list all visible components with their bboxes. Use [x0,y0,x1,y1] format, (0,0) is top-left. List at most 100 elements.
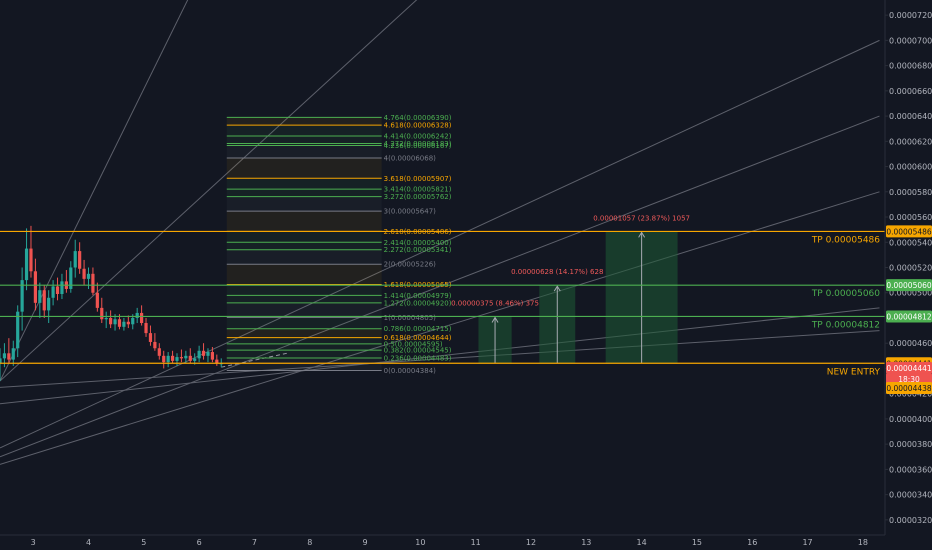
fib-band [226,284,382,296]
fib-level-label: 1.272(0.00004920) [384,299,452,307]
position-boxes[interactable]: 0.00000375 (8.46%) 375 0.00000628 (14.17%… [451,214,690,364]
fib-level-label: 1.414(0.00004979) [384,292,452,300]
fib-level-label: 0.618(0.00004644) [384,334,452,342]
fib-level-label: 4(0.00006068) [384,154,436,162]
fib-band [226,136,382,144]
fib-band [226,357,382,371]
horizontal-levels[interactable]: TP 0.00005486 TP 0.00005060 TP 0.00004812 N… [0,230,885,377]
candle-body [0,358,2,364]
arrow-head [491,316,499,323]
fib-level-label: 3.414(0.00005821) [384,186,452,194]
time-tick-label: 3 [31,538,36,547]
fib-level-label: 4.272(0.00006183) [384,140,452,148]
price-tick-label: 0.00007200 [889,11,932,20]
fib-band [226,157,382,179]
horizontal-level-label: TP 0.00005486 [811,235,880,245]
measure-label: 0.00000628 (14.17%) 628 [511,268,603,276]
fib-band [226,302,382,318]
candle-body [197,350,201,359]
fib-band [226,337,382,344]
price-tag [886,310,932,323]
candle-body [51,286,55,298]
candle-body [175,357,179,361]
time-axis[interactable]: 3 4 5 6 7 8 9 10 11 12 13 14 15 16 17 18 [0,534,885,547]
price-tag-label: 18:30 [898,375,920,384]
fib-band [226,242,382,250]
fib-level-label: 3.618(0.00005907) [384,175,452,183]
candle-body [16,311,20,349]
fib-level-label: 4.764(0.00006390) [384,114,452,122]
price-tag [886,279,932,292]
time-tick-label: 5 [141,538,146,547]
price-tags: 0.00005486 0.00005060 0.00004812 0.00004441… [886,225,932,395]
time-tick-label: 12 [526,538,536,547]
fib-level-label: 4.236(0.00006167) [384,142,452,150]
fib-level-label: 3(0.00005647) [384,208,436,216]
time-tick-label: 13 [581,538,591,547]
candle-body [95,292,99,308]
time-tick-label: 18 [858,538,868,547]
fib-band [226,117,382,126]
price-tag-label: 0.00005060 [886,281,932,290]
fib-band [226,189,382,197]
candle-body [82,268,86,279]
candle-body [215,359,219,364]
candle-body [179,357,184,359]
time-tick-label: 9 [363,538,368,547]
candle-body [201,350,206,356]
candle-body [47,297,51,311]
fib-level-label: 4.414(0.00006242) [384,133,452,141]
fib-band [226,231,382,243]
candle-body [11,348,15,360]
fib-level-label: 1(0.00004805) [384,314,436,322]
price-tag [886,225,932,238]
price-tag-label: 0.00005486 [886,227,932,236]
trend-line [0,39,880,449]
fib-band [226,125,382,137]
candle-body [2,353,7,359]
candle-body [135,312,139,318]
candle-body [122,321,126,327]
fib-band [226,145,382,158]
candle-body [140,312,144,324]
horizontal-level-label: TP 0.00004812 [811,320,880,330]
trend-line [0,0,418,382]
candles [0,225,223,382]
fib-band [226,328,382,338]
time-tick-label: 4 [86,538,91,547]
fib-level-label: 0.382(0.00004545) [384,347,452,355]
fib-level-label: 0.5(0.00004595) [384,340,443,348]
fib-level-label: 0.236(0.00004483) [384,354,452,362]
trend-line [0,191,880,465]
candle-body [100,307,104,320]
price-tag [886,361,932,374]
fib-band [226,295,382,303]
candle-body [148,333,153,342]
candle-body [24,248,29,281]
candle-body [38,290,42,303]
candle-body [153,341,157,349]
horizontal-level-label: NEW ENTRY [827,367,881,377]
candle-body [117,319,122,327]
candle-body [104,317,108,320]
fib-band [226,211,382,232]
time-tick-label: 10 [415,538,425,547]
time-tick-label: 16 [747,538,757,547]
time-tick-label: 6 [197,538,202,547]
time-tick-label: 17 [802,538,812,547]
price-tag-label: 0.00004812 [886,312,932,321]
fib-band [226,143,382,146]
candle-body [60,281,64,294]
